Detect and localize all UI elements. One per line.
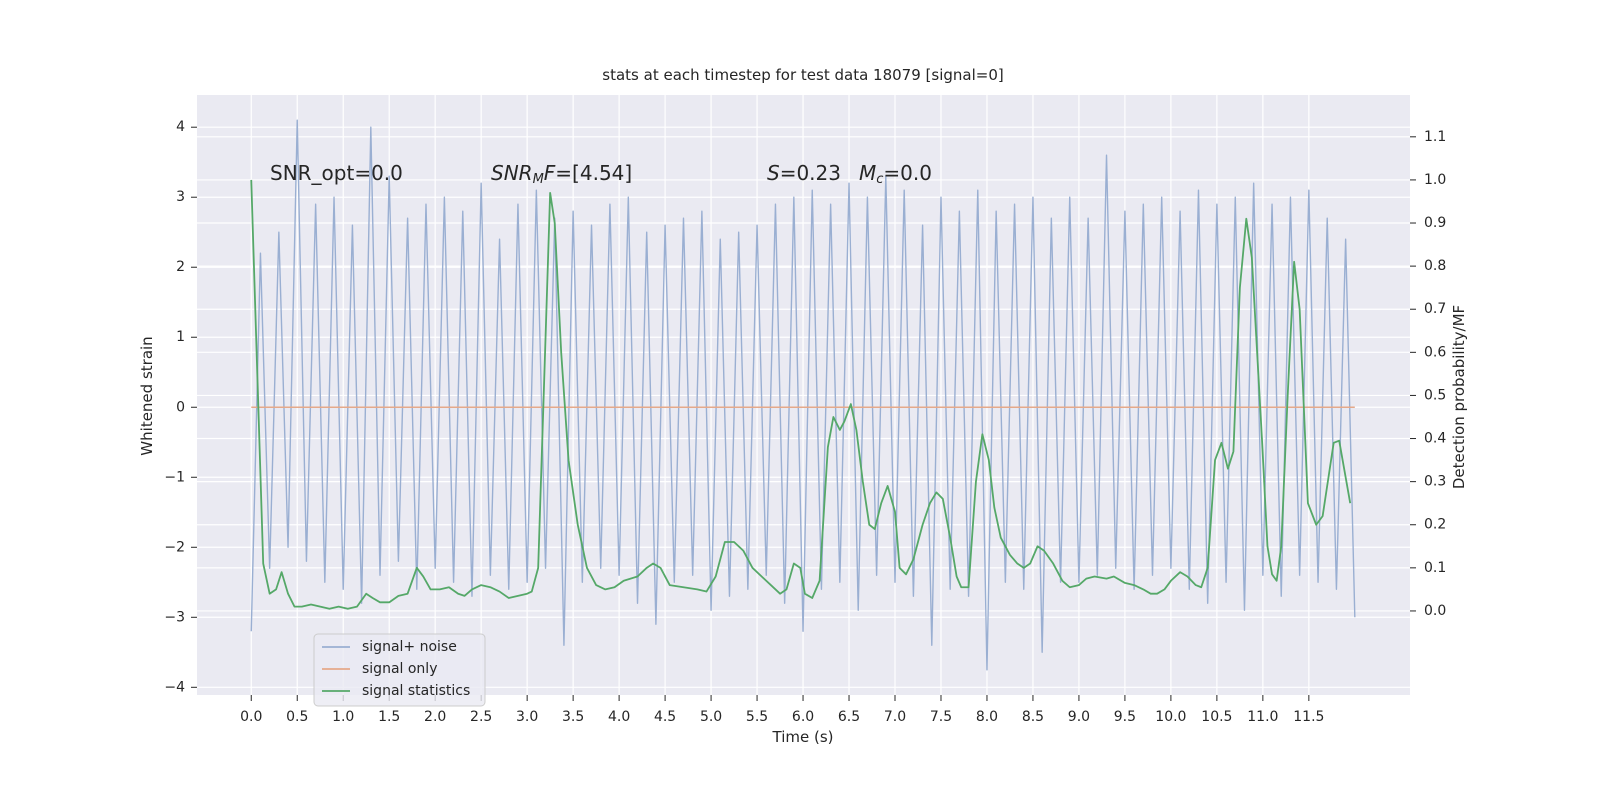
annotation-part: =0.0 (883, 161, 932, 185)
x-tick-label: 0.0 (240, 709, 262, 725)
y2-tick-label: 0.1 (1424, 560, 1446, 576)
y2-axis-label: Detection probability/MF (1450, 305, 1468, 489)
annotation-part: SNR_opt=0.0 (270, 161, 403, 185)
x-tick-label: 8.0 (976, 709, 998, 725)
x-tick-label: 11.0 (1247, 709, 1278, 725)
y-tick-label: 3 (176, 189, 185, 205)
x-tick-label: 3.5 (562, 709, 584, 725)
annotation-part: c (876, 172, 883, 187)
x-tick-label: 5.5 (746, 709, 768, 725)
x-tick-label: 6.5 (838, 709, 860, 725)
legend: signal+ noise signal only signal statistic… (313, 633, 486, 707)
y2-tick-label: 0.6 (1424, 344, 1446, 360)
x-tick-label: 4.5 (654, 709, 676, 725)
y-tick-label: −4 (164, 679, 185, 695)
annotation-part: F (544, 161, 556, 185)
annotation-part: M (533, 172, 544, 187)
y-axis-label: Whitened strain (138, 336, 156, 455)
annotation-part: =0.23 (780, 161, 841, 185)
annotation: SNR_opt=0.0 (270, 161, 403, 185)
annotation-part: SNR (491, 161, 533, 185)
x-tick-label: 1.0 (332, 709, 354, 725)
legend-label: signal+ noise (362, 639, 457, 655)
x-tick-label: 8.5 (1022, 709, 1044, 725)
x-tick-label: 4.0 (608, 709, 630, 725)
annotation-part: S (767, 161, 780, 185)
y2-tick-label: 0.4 (1424, 431, 1446, 447)
annotations: SNR_opt=0.0 SNRMF=[4.54] S=0.23 Mc=0.0 (270, 161, 932, 187)
x-tick-label: 10.5 (1201, 709, 1232, 725)
y2-tick-label: 0.8 (1424, 258, 1446, 274)
legend-box (313, 633, 486, 707)
y2-tick-label: 1.1 (1424, 129, 1446, 145)
x-tick-label: 7.5 (930, 709, 952, 725)
x-tick-label: 11.5 (1293, 709, 1324, 725)
y2-tick-label: 0.7 (1424, 301, 1446, 317)
x-tick-label: 2.0 (424, 709, 446, 725)
y2-tick-label: 0.3 (1424, 474, 1446, 490)
x-tick-label: 6.0 (792, 709, 814, 725)
series-line (250, 179, 1352, 610)
x-tick-label: 0.5 (286, 709, 308, 725)
x-axis-label: Time (s) (772, 728, 834, 746)
y2-tick-label: 0.0 (1424, 603, 1446, 619)
series-line (250, 119, 1356, 671)
y-tick-label: −1 (164, 469, 185, 485)
y-tick-label: 1 (176, 329, 185, 345)
y2-tick-label: 0.2 (1424, 517, 1446, 533)
y-tick-label: 0 (176, 399, 185, 415)
legend-label: signal statistics (362, 683, 470, 699)
y-tick-label: 4 (176, 119, 185, 135)
x-tick-label: 5.0 (700, 709, 722, 725)
y2-tick-label: 1.0 (1424, 172, 1446, 188)
x-tick-label: 3.0 (516, 709, 538, 725)
x-tick-label: 1.5 (378, 709, 400, 725)
grid: 0.0 0.5 1.0 1.5 2.0 2.5 3.0 3.5 4.0 4.5 5.0 5.5 6.0 6… (164, 95, 1446, 725)
x-tick-label: 2.5 (470, 709, 492, 725)
annotation-part: M (859, 161, 876, 185)
y-tick-label: −3 (164, 609, 185, 625)
x-tick-label: 9.5 (1114, 709, 1136, 725)
chart-title: stats at each timestep for test data 180… (602, 66, 1003, 84)
y-tick-label: 2 (176, 259, 185, 275)
x-tick-label: 10.0 (1155, 709, 1186, 725)
x-tick-label: 7.0 (884, 709, 906, 725)
annotation: Mc=0.0 (859, 161, 932, 187)
legend-label: signal only (362, 661, 437, 677)
y2-tick-label: 0.5 (1424, 387, 1446, 403)
y2-tick-label: 0.9 (1424, 215, 1446, 231)
y-tick-label: −2 (164, 539, 185, 555)
annotation: S=0.23 (767, 161, 841, 185)
x-tick-label: 9.0 (1068, 709, 1090, 725)
annotation: SNRMF=[4.54] (491, 161, 632, 187)
annotation-part: =[4.54] (555, 161, 632, 185)
marks (250, 119, 1356, 671)
